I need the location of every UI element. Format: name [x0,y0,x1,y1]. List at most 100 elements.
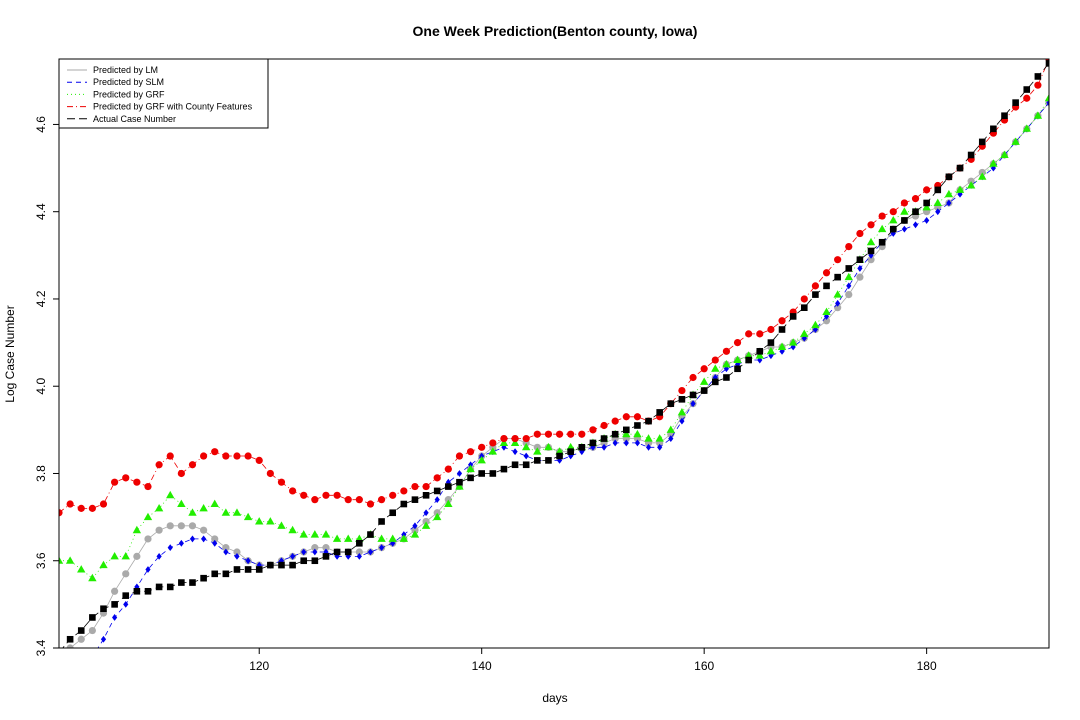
data-point [178,539,184,547]
data-point [177,499,186,508]
data-point [578,430,586,438]
data-point [244,566,252,573]
data-point [966,181,976,189]
data-point [166,583,174,591]
data-point [445,483,452,490]
data-point [722,347,731,355]
data-point [901,225,907,233]
data-point [56,671,61,678]
data-point [622,413,630,421]
data-point [856,256,864,263]
series-line [62,63,1049,648]
data-point [132,525,142,534]
data-point [489,439,497,447]
data-point [411,482,419,491]
plot-area [56,59,1049,678]
data-point [421,521,431,529]
data-point [611,430,619,438]
data-point [944,189,954,198]
data-point [511,434,519,443]
data-point [444,499,453,508]
legend: Predicted by LM Predicted by SLM Predicted… [58,58,269,129]
data-point [245,557,251,565]
data-point [878,238,886,246]
data-point [800,329,809,337]
data-point [367,548,374,556]
data-point [77,504,85,512]
data-point [144,587,152,595]
data-point [645,417,652,425]
data-point [756,348,764,355]
data-point [923,199,930,207]
data-point [644,434,653,442]
data-point [501,443,507,451]
data-point [77,565,86,573]
data-point [133,478,141,486]
data-point [423,509,429,517]
data-point [978,138,986,146]
data-point [155,461,163,469]
data-point [911,195,920,203]
data-point [800,304,808,311]
data-point [178,579,185,586]
data-point [66,635,74,643]
data-point [778,317,786,325]
data-point [188,508,197,516]
data-point [1023,86,1031,93]
x-tick-label: 180 [917,659,937,673]
data-point [510,438,520,446]
data-point [333,548,341,556]
data-point [522,434,530,443]
data-point [355,548,363,556]
data-point [377,496,386,504]
data-point [590,443,596,451]
data-point [311,557,319,565]
data-point [466,448,475,456]
data-point [79,658,84,665]
data-point [111,587,119,595]
x-tick-label: 160 [694,659,714,673]
data-point [823,282,830,290]
data-point [200,526,208,534]
data-point [934,186,942,194]
data-point [990,125,997,133]
data-point [766,346,776,355]
data-point [222,544,230,552]
data-point [367,531,374,538]
data-point [278,561,285,569]
data-point [645,443,652,451]
data-point [344,496,352,504]
data-point [133,552,141,560]
data-point [177,469,185,478]
data-point [1034,81,1042,89]
data-point [1044,93,1049,102]
data-point [155,583,163,591]
data-point [900,207,909,215]
data-point [833,290,842,298]
data-point [155,526,163,534]
data-point [399,534,409,542]
data-point [199,503,208,512]
data-point [200,574,207,582]
data-point [689,373,697,382]
data-point [745,356,752,364]
data-point [611,417,619,425]
data-point [545,457,552,464]
x-tick-label: 140 [472,659,492,673]
data-point [889,208,897,216]
data-point [110,551,119,560]
data-point [700,387,708,394]
data-point [1022,124,1031,132]
data-point [967,151,975,159]
data-point [946,199,952,207]
data-point [211,535,219,543]
legend-label: Predicted by GRF with County Features [93,102,253,112]
series-line [59,98,1049,579]
data-point [544,430,553,438]
data-point [989,159,998,167]
data-point [700,365,708,373]
data-point [1000,150,1009,158]
data-point [332,534,342,542]
data-point [889,225,897,233]
